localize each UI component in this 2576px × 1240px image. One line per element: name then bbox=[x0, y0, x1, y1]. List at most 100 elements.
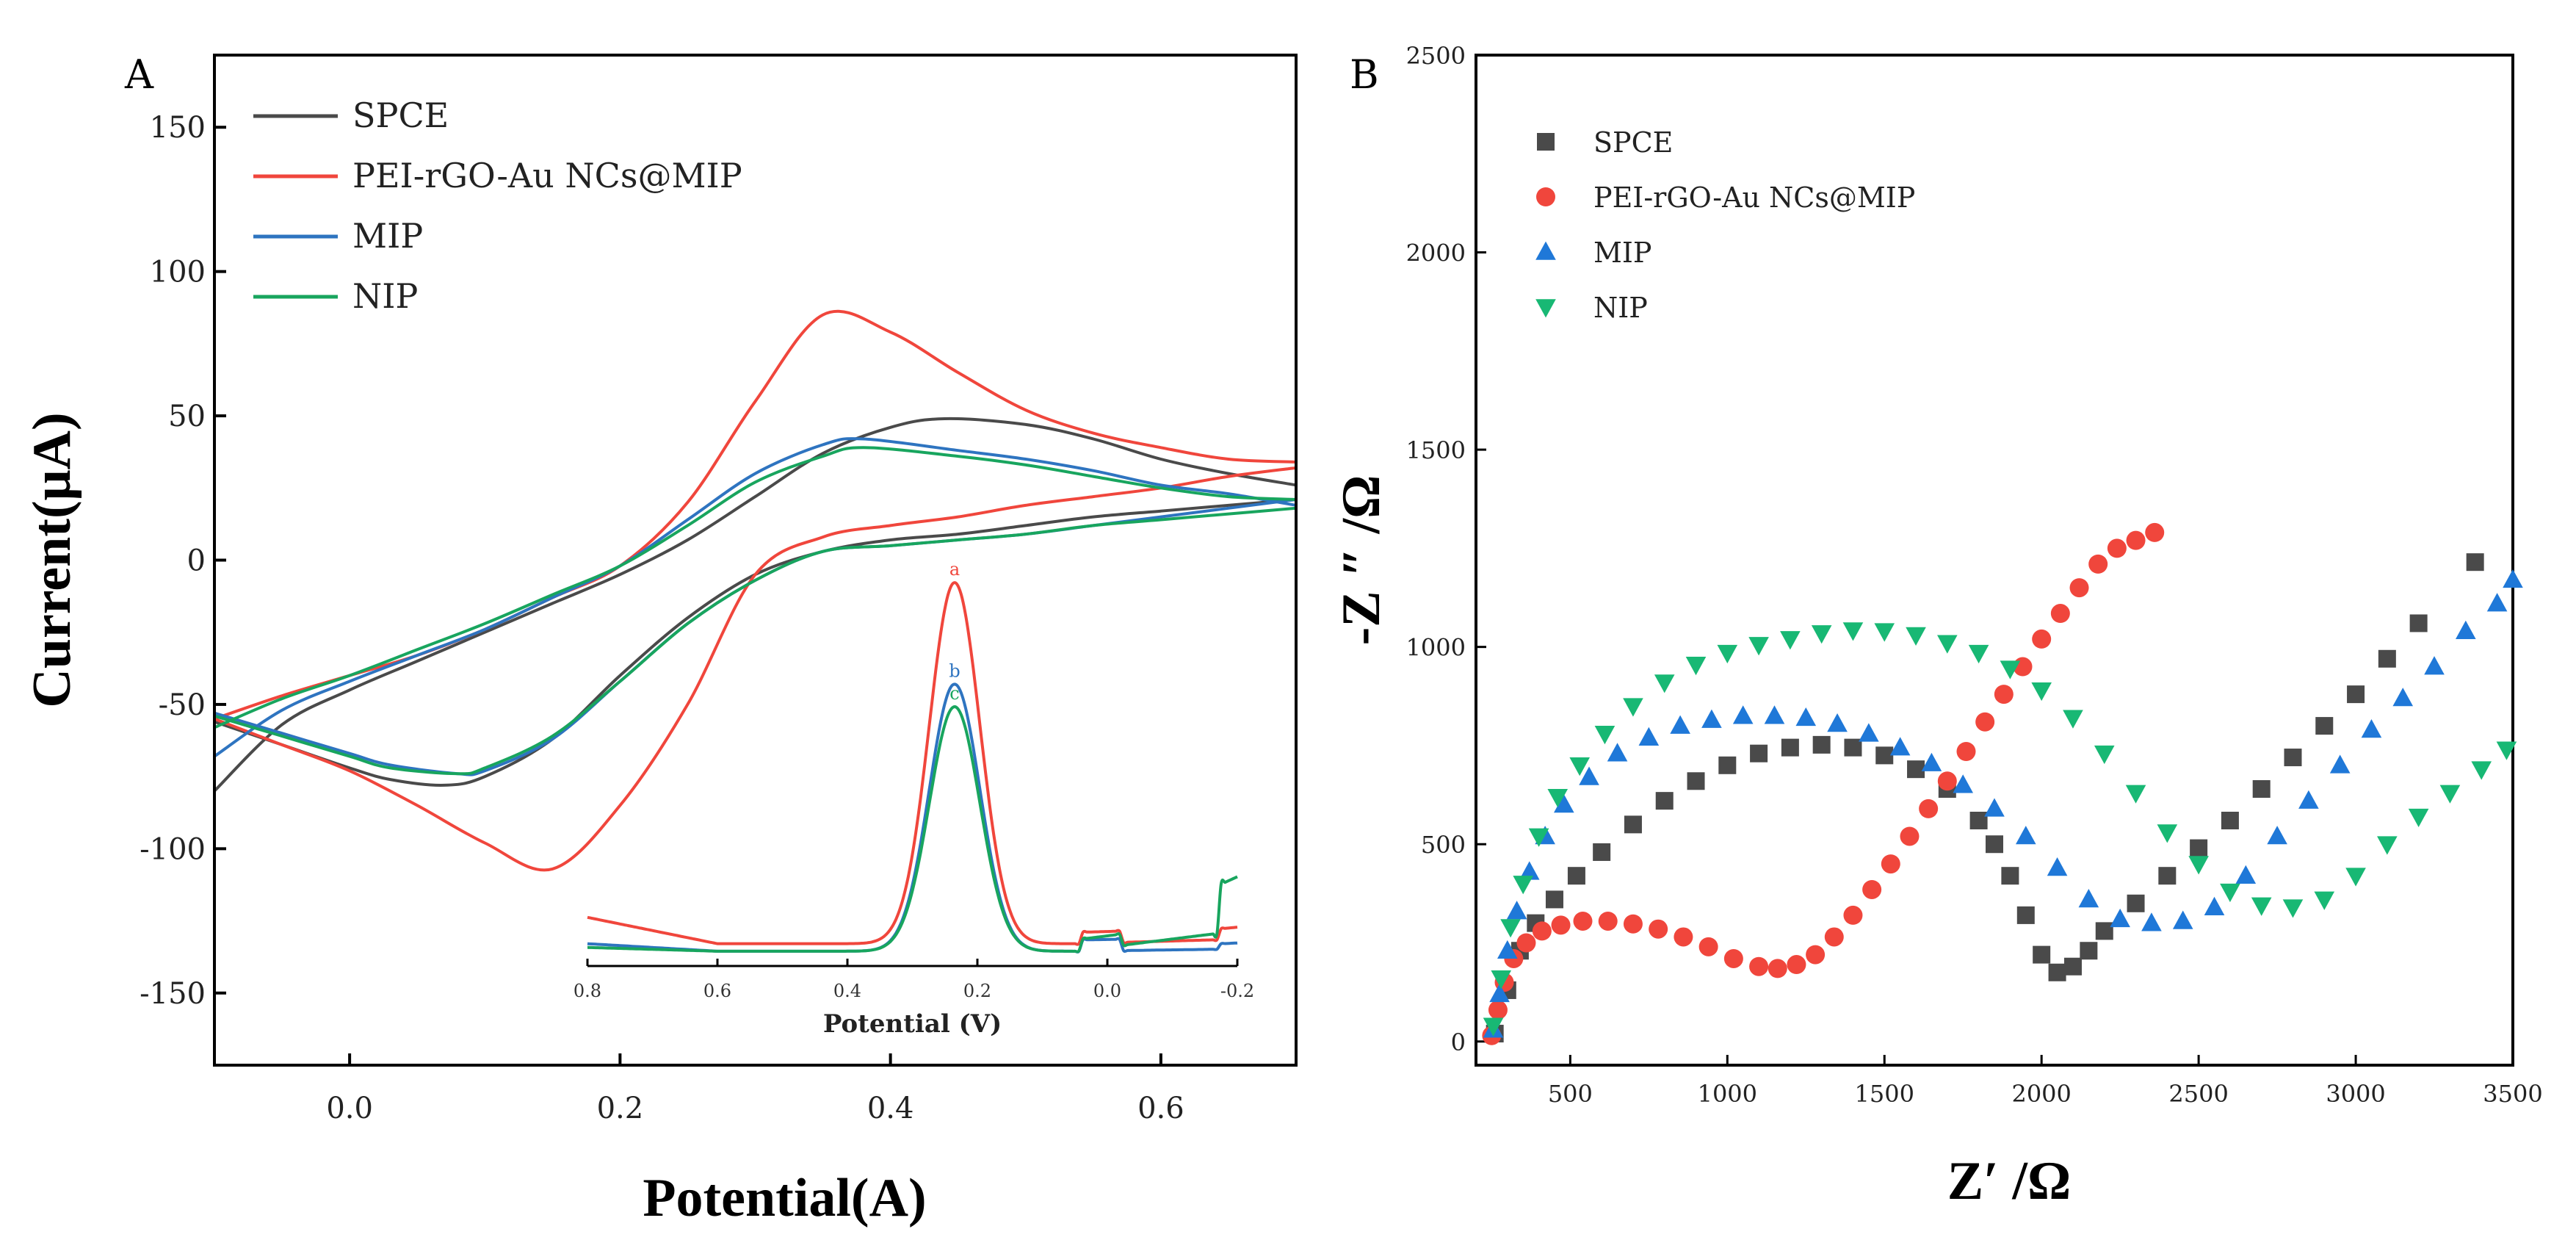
data-point bbox=[1685, 657, 1707, 676]
data-point bbox=[2000, 660, 2021, 680]
panel-a-label: A bbox=[124, 51, 154, 98]
inset-x-tick-label: 0.4 bbox=[833, 981, 861, 1001]
data-point bbox=[1984, 798, 2005, 817]
cv-forward-4 bbox=[214, 446, 1296, 729]
data-point bbox=[1528, 828, 1549, 847]
panel-b-label: B bbox=[1350, 51, 1379, 98]
plot-frame-a bbox=[213, 54, 1298, 1067]
data-point bbox=[2094, 745, 2115, 765]
series-4 bbox=[1483, 622, 2517, 1037]
inset-curve-c bbox=[587, 705, 1238, 954]
y-axis-title: Current(μA) bbox=[22, 412, 82, 707]
data-point bbox=[1842, 622, 1864, 641]
data-point bbox=[1811, 625, 1832, 644]
data-point bbox=[1488, 1000, 1508, 1020]
y-tick-label: 1500 bbox=[1406, 436, 1466, 464]
inset-x-axis-title: Potential (V) bbox=[823, 1009, 1002, 1039]
data-point bbox=[2190, 839, 2208, 857]
data-point bbox=[1506, 901, 1527, 920]
x-tick-label: 2000 bbox=[2011, 1080, 2071, 1108]
legend-label: NIP bbox=[352, 276, 418, 316]
legend-label: PEI-rGO-Au NCs@MIP bbox=[1593, 181, 1915, 214]
data-point bbox=[1953, 774, 1974, 793]
data-point bbox=[1500, 919, 1521, 938]
series-1 bbox=[1486, 553, 2484, 1043]
plot-frame-b bbox=[1475, 54, 2514, 1067]
data-point bbox=[2188, 856, 2209, 875]
data-point bbox=[2377, 836, 2398, 855]
data-point bbox=[1489, 983, 1510, 1003]
data-point bbox=[2078, 889, 2099, 908]
data-point bbox=[2031, 682, 2052, 702]
data-point bbox=[2110, 908, 2130, 928]
data-point bbox=[1551, 915, 1571, 935]
data-point bbox=[2314, 891, 2335, 910]
data-point bbox=[1547, 788, 1569, 808]
x-tick-label: 2500 bbox=[2168, 1080, 2228, 1108]
chart-a-inset: 0.8 0.6 0.4 0.2 0.0 -0.2 Potential (V) a bc bbox=[574, 559, 1254, 1039]
data-point bbox=[2095, 922, 2113, 940]
data-point bbox=[1623, 698, 1643, 717]
inset-curve-label: a bbox=[949, 559, 960, 580]
data-point bbox=[1764, 705, 1785, 724]
data-point bbox=[1780, 631, 1801, 650]
data-point bbox=[1937, 635, 1958, 654]
data-point bbox=[2047, 857, 2068, 876]
data-point bbox=[2503, 569, 2523, 588]
y-tick-label: 0 bbox=[1451, 1028, 1466, 1056]
data-point bbox=[2158, 867, 2177, 885]
data-point bbox=[1768, 959, 1787, 978]
data-point bbox=[2157, 824, 2178, 843]
legend-label: MIP bbox=[1593, 237, 1652, 269]
data-point bbox=[1513, 876, 1533, 895]
data-point bbox=[1654, 674, 1675, 693]
data-point bbox=[1824, 927, 1844, 947]
inset-x-tick-label: 0.8 bbox=[574, 981, 601, 1001]
data-point bbox=[2496, 741, 2517, 760]
data-point bbox=[1859, 723, 1879, 742]
data-point bbox=[2032, 629, 2052, 649]
data-point bbox=[1881, 854, 1900, 874]
data-point bbox=[2466, 553, 2484, 572]
data-point bbox=[1750, 744, 1768, 763]
legend-marker bbox=[1535, 299, 1556, 318]
data-point bbox=[1569, 757, 1590, 776]
data-point bbox=[2486, 593, 2508, 612]
series-2 bbox=[1482, 522, 2165, 1045]
data-point bbox=[1519, 861, 1540, 880]
y-axis-title: -Z ″ /Ω bbox=[1331, 475, 1392, 646]
data-point bbox=[2048, 963, 2066, 981]
y-tick-label: 500 bbox=[1421, 831, 1466, 859]
data-point bbox=[1874, 623, 1895, 642]
data-point bbox=[2107, 538, 2127, 558]
y-tick-label: 150 bbox=[150, 111, 206, 145]
cv-forward-3 bbox=[214, 437, 1296, 758]
legend-label: SPCE bbox=[1593, 126, 1673, 159]
inset-curve-label: c bbox=[949, 683, 959, 704]
data-point bbox=[2409, 614, 2428, 632]
data-point bbox=[2050, 604, 2070, 624]
data-point bbox=[1598, 911, 1618, 931]
data-point bbox=[1594, 726, 1616, 745]
y-tick-label: 1000 bbox=[1406, 634, 1466, 662]
data-point bbox=[1607, 743, 1628, 762]
x-tick-label: 0.6 bbox=[1137, 1092, 1184, 1125]
x-axis-title: Z′ /Ω bbox=[1947, 1151, 2072, 1211]
data-point bbox=[2408, 808, 2429, 828]
y-tick-label: 2500 bbox=[1406, 42, 1466, 70]
data-point bbox=[1698, 937, 1718, 956]
y-tick-label: 100 bbox=[150, 256, 206, 289]
data-point bbox=[1812, 735, 1831, 754]
data-point bbox=[1975, 712, 1995, 732]
data-point bbox=[2145, 522, 2165, 542]
data-point bbox=[1623, 914, 1643, 934]
inset-x-tick-label: 0.0 bbox=[1093, 981, 1121, 1001]
legend-label: SPCE bbox=[352, 95, 449, 135]
x-tick-label: 500 bbox=[1548, 1080, 1593, 1108]
legend-label: PEI-rGO-Au NCs@MIP bbox=[352, 156, 742, 195]
series-3 bbox=[1483, 569, 2523, 1038]
data-point bbox=[1843, 905, 1863, 925]
data-point bbox=[1748, 637, 1769, 656]
data-point bbox=[1889, 737, 1911, 756]
